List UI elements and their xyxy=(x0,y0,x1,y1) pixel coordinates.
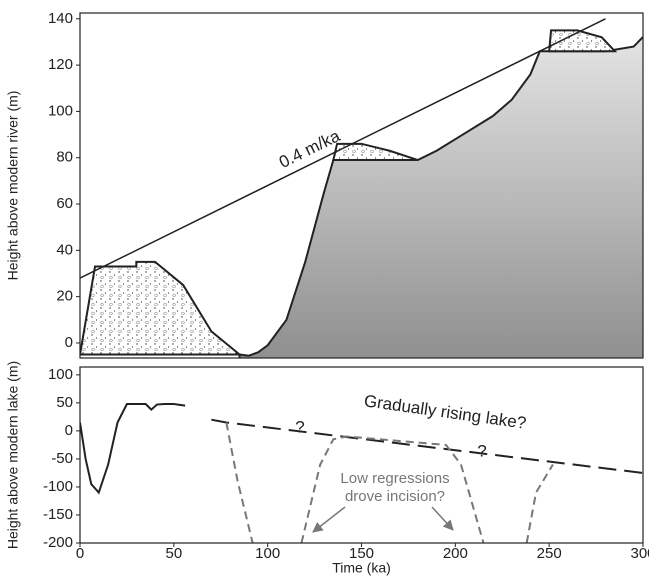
lake-level xyxy=(525,464,554,543)
y-axis-label: Height above modern lake (m) xyxy=(5,361,21,549)
frame xyxy=(79,12,644,359)
annotation: Low regressions xyxy=(340,470,449,487)
arrow xyxy=(312,506,346,533)
y-tick-label: 80 xyxy=(56,149,73,166)
x-tick-label: 150 xyxy=(349,545,374,562)
lake-level xyxy=(225,422,254,543)
y-tick-label: -200 xyxy=(43,534,73,551)
y-tick-label: -50 xyxy=(51,450,73,467)
y-tick-label: 100 xyxy=(48,366,73,383)
profile xyxy=(332,142,419,162)
y-tick-label: 120 xyxy=(48,56,73,73)
annotation: ? xyxy=(477,441,486,460)
x-tick-label: 100 xyxy=(255,545,280,562)
x-tick-label: 0 xyxy=(76,545,84,562)
lake-level xyxy=(80,402,186,495)
profile xyxy=(80,18,606,279)
y-tick-label: 0 xyxy=(65,334,73,351)
plot-area xyxy=(80,18,643,358)
x-tick-label: 50 xyxy=(165,545,182,562)
y-axis-label: Height above modern river (m) xyxy=(5,91,21,281)
annotation: Gradually rising lake? xyxy=(363,391,528,433)
profile xyxy=(80,260,243,356)
y-tick-label: -150 xyxy=(43,506,73,523)
frame xyxy=(79,366,644,544)
arrow xyxy=(431,506,454,531)
profile xyxy=(548,29,618,53)
lake-level xyxy=(300,435,485,543)
y-tick-label: 140 xyxy=(48,10,73,27)
profile xyxy=(238,35,643,358)
x-tick-label: 300 xyxy=(630,545,649,562)
y-tick-label: 0 xyxy=(65,422,73,439)
x-tick-label: 200 xyxy=(443,545,468,562)
annotation: ? xyxy=(295,417,304,436)
lake-level xyxy=(211,418,643,474)
plot-area xyxy=(80,402,643,543)
y-tick-label: 40 xyxy=(56,241,73,258)
y-tick-label: 20 xyxy=(56,288,73,305)
y-tick-label: 60 xyxy=(56,195,73,212)
y-tick-label: 100 xyxy=(48,102,73,119)
annotation: drove incision? xyxy=(345,488,445,505)
x-tick-label: 250 xyxy=(537,545,562,562)
y-tick-label: -100 xyxy=(43,478,73,495)
x-axis-label: Time (ka) xyxy=(332,560,391,576)
y-tick-label: 50 xyxy=(56,394,73,411)
